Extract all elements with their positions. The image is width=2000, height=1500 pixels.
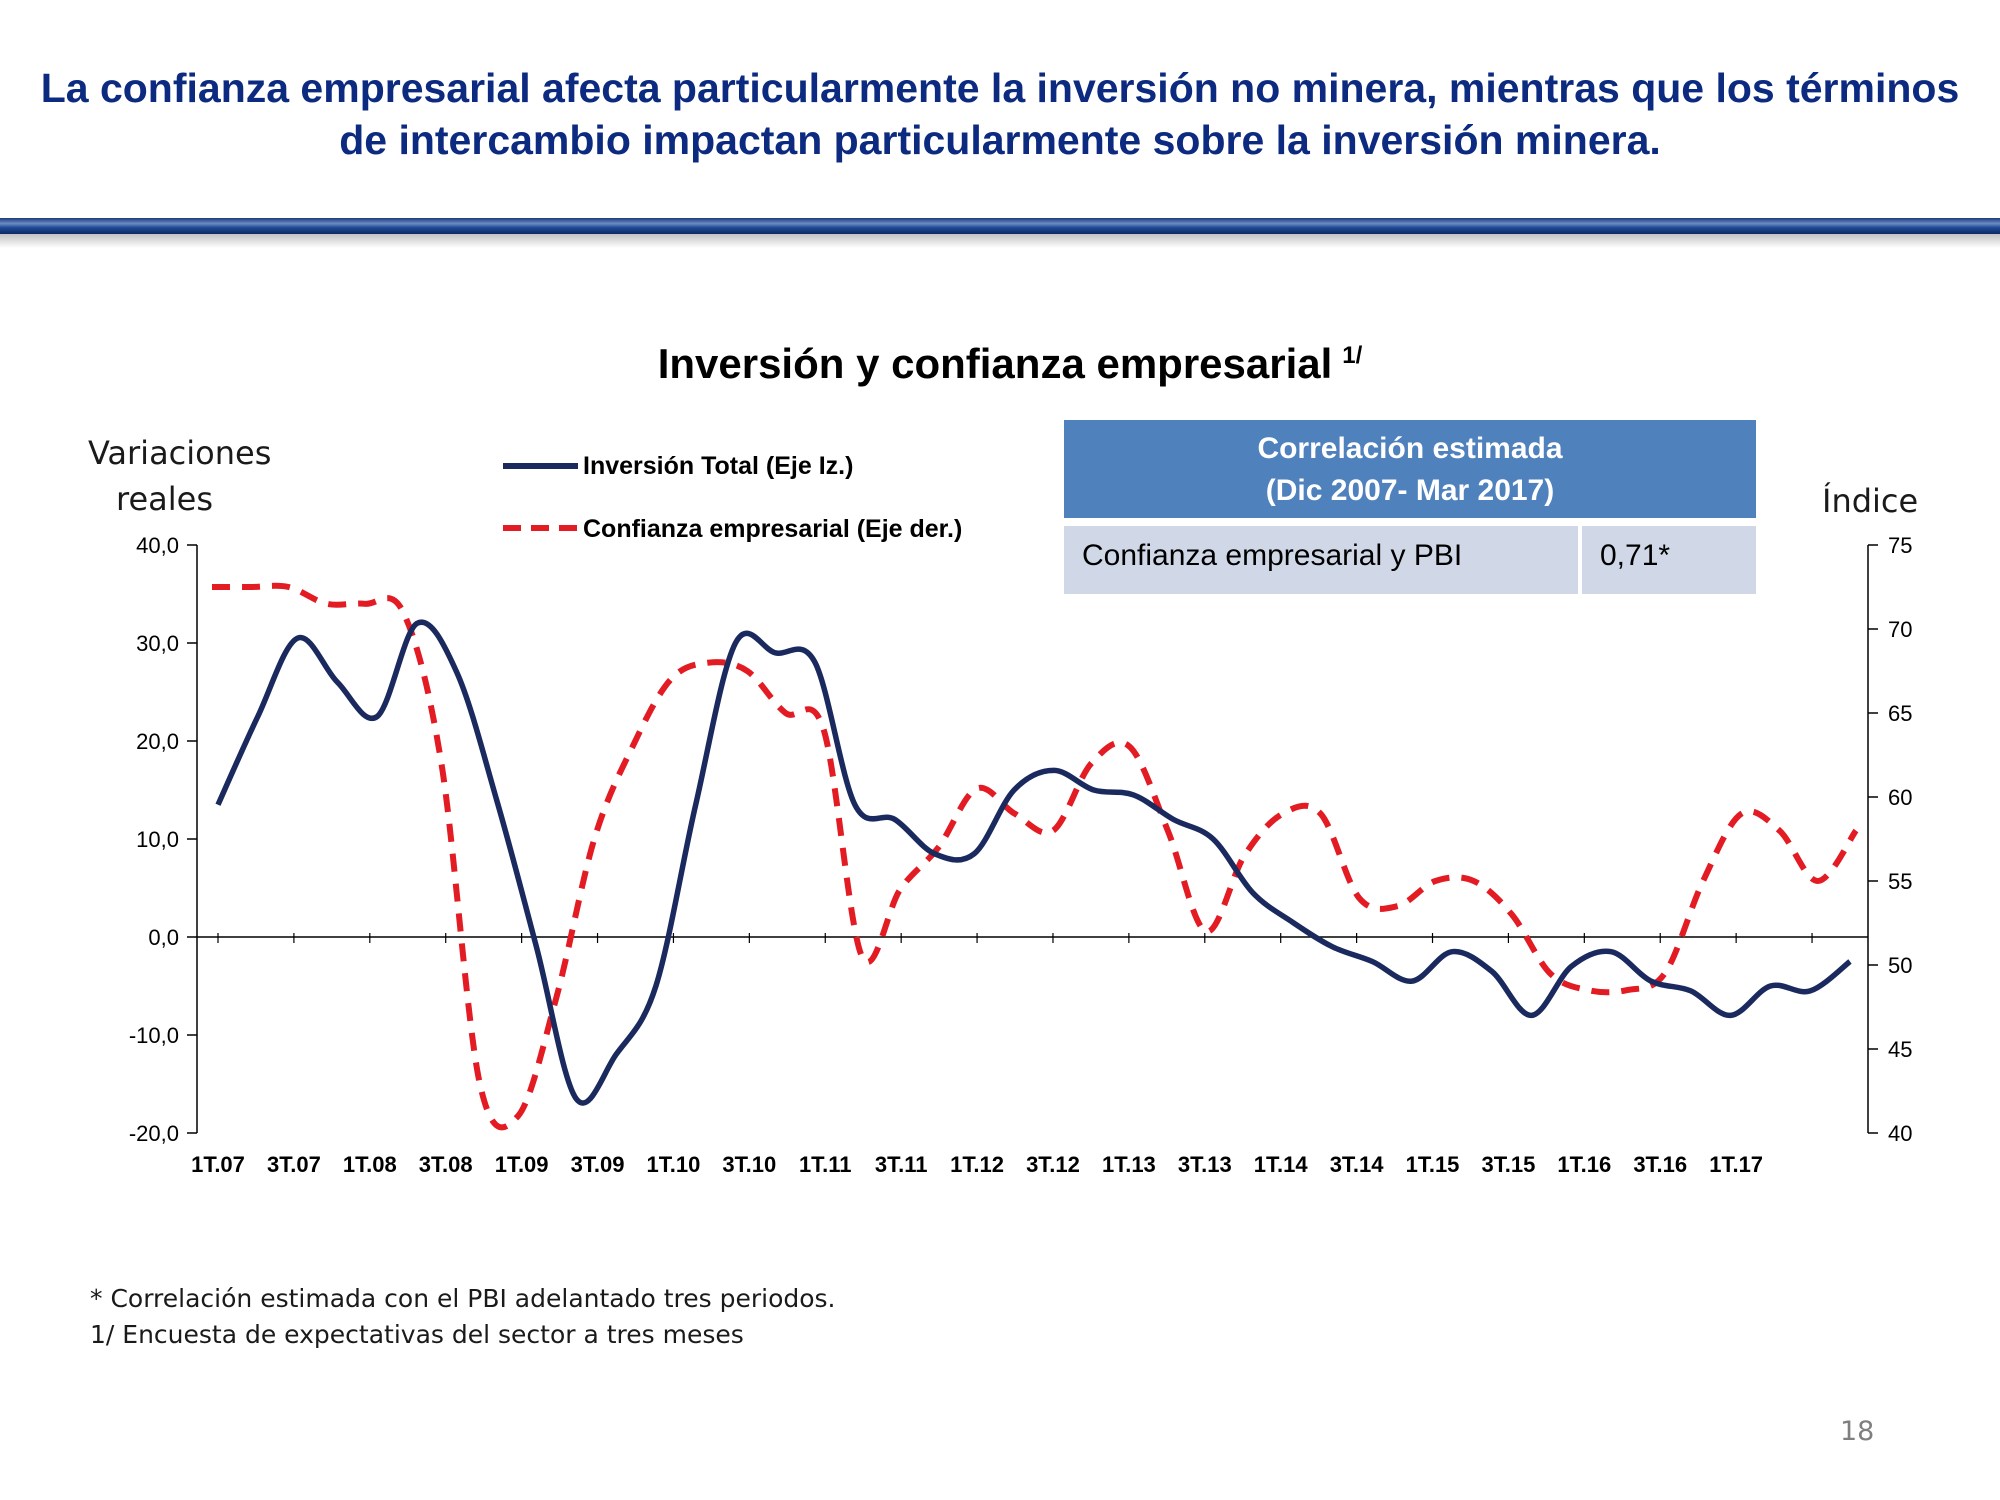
page-headline: La confianza empresarial afecta particul… <box>40 65 1960 163</box>
x-tick-label: 3T.12 <box>1026 1152 1080 1177</box>
x-tick-label: 1T.14 <box>1254 1152 1309 1177</box>
correlation-table: Correlación estimada (Dic 2007- Mar 2017… <box>1064 420 1756 594</box>
correlation-header-line1: Correlación estimada <box>1257 432 1563 465</box>
header-divider-shadow <box>0 234 2000 248</box>
y-tick-label-left: 10,0 <box>136 827 179 852</box>
y-tick-label-right: 40 <box>1888 1121 1912 1146</box>
y-tick-label-left: 40,0 <box>136 533 179 558</box>
y-tick-label-right: 60 <box>1888 785 1912 810</box>
series-line-confianza-empresarial <box>212 582 1859 1131</box>
chart-title: Inversión y confianza empresarial <box>657 340 1333 387</box>
y-axis-right-label: Índice <box>1822 482 1919 520</box>
x-tick-label: 1T.10 <box>647 1152 701 1177</box>
y-tick-label-left: 30,0 <box>136 631 179 656</box>
x-tick-label: 1T.17 <box>1709 1152 1763 1177</box>
x-tick-label: 1T.08 <box>343 1152 397 1177</box>
footnote-correlation: * Correlación estimada con el PBI adelan… <box>90 1284 836 1313</box>
x-tick-label: 3T.11 <box>875 1152 928 1177</box>
x-tick-label: 3T.13 <box>1178 1152 1232 1177</box>
x-tick-label: 3T.10 <box>722 1152 776 1177</box>
y-axis-left-label-line2: reales <box>116 480 213 518</box>
x-tick-label: 1T.12 <box>950 1152 1004 1177</box>
y-tick-label-left: 20,0 <box>136 729 179 754</box>
y-tick-label-right: 50 <box>1888 953 1912 978</box>
correlation-row-value: 0,71* <box>1582 526 1756 594</box>
y-axis-left-label-line1: Variaciones <box>88 434 272 472</box>
x-tick-label: 3T.08 <box>419 1152 473 1177</box>
y-tick-label-right: 65 <box>1888 701 1912 726</box>
x-tick-label: 3T.07 <box>267 1152 321 1177</box>
x-tick-label: 1T.16 <box>1557 1152 1611 1177</box>
x-tick-label: 1T.09 <box>495 1152 549 1177</box>
page-number: 18 <box>1840 1416 1875 1447</box>
header-divider <box>0 218 2000 234</box>
y-tick-label-right: 55 <box>1888 869 1912 894</box>
footnote-survey: 1/ Encuesta de expectativas del sector a… <box>90 1320 744 1349</box>
y-tick-label-left: 0,0 <box>148 925 179 950</box>
correlation-table-row: Confianza empresarial y PBI 0,71* <box>1064 526 1756 594</box>
x-tick-label: 3T.14 <box>1330 1152 1385 1177</box>
y-tick-label-right: 45 <box>1888 1037 1912 1062</box>
y-tick-label-left: -20,0 <box>129 1121 179 1146</box>
y-tick-label-right: 70 <box>1888 617 1912 642</box>
legend-label-confianza: Confianza empresarial (Eje der.) <box>583 515 962 543</box>
x-tick-label: 3T.09 <box>571 1152 625 1177</box>
y-tick-label-right: 75 <box>1888 533 1912 558</box>
y-tick-label-left: -10,0 <box>129 1023 179 1048</box>
chart-title-wrap: Inversión y confianza empresarial 1/ <box>0 340 2000 388</box>
y-axis-left-label: Variaciones reales <box>88 430 288 522</box>
correlation-header-line2: (Dic 2007- Mar 2017) <box>1265 474 1555 507</box>
x-tick-label: 3T.15 <box>1482 1152 1536 1177</box>
correlation-row-label: Confianza empresarial y PBI <box>1064 526 1578 594</box>
chart-title-superscript: 1/ <box>1342 342 1363 369</box>
correlation-table-header: Correlación estimada (Dic 2007- Mar 2017… <box>1064 420 1756 518</box>
x-tick-label: 1T.13 <box>1102 1152 1156 1177</box>
x-tick-label: 3T.16 <box>1633 1152 1687 1177</box>
series-line-inversion-total <box>215 619 1852 1106</box>
x-tick-label: 1T.07 <box>191 1152 245 1177</box>
legend-label-inversion: Inversión Total (Eje Iz.) <box>583 452 853 480</box>
x-tick-label: 1T.11 <box>799 1152 852 1177</box>
x-tick-label: 1T.15 <box>1406 1152 1460 1177</box>
